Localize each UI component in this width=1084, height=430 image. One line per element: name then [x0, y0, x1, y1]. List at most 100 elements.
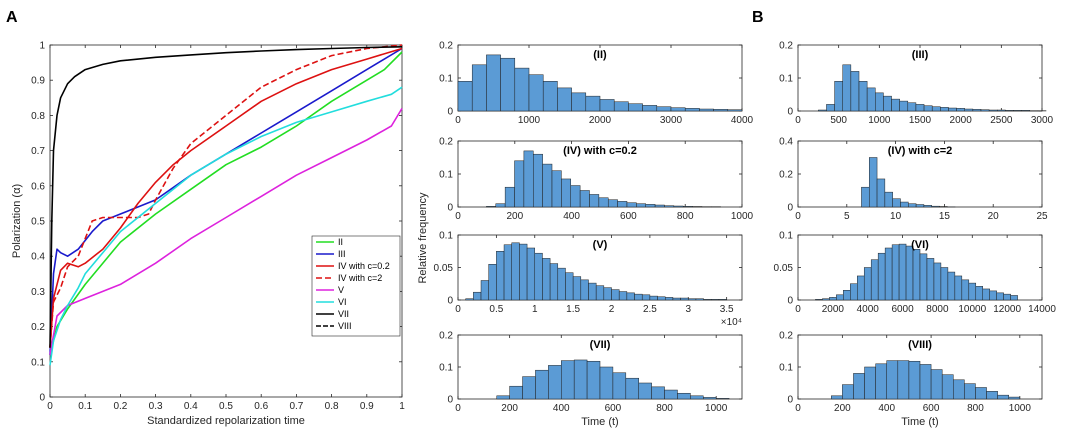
- hist-h7-bar: [599, 366, 614, 400]
- hist-h3-bar: [980, 109, 990, 112]
- hist-h5-bar: [465, 298, 474, 301]
- hist-h7-bar: [703, 397, 717, 400]
- hist-h4b-bar: [915, 204, 925, 208]
- hist-h8-bar: [897, 360, 910, 400]
- line-chart-xtick-label: 0.9: [360, 401, 374, 412]
- hist-h6-ytick-label: 0: [787, 296, 793, 307]
- legend-box: [311, 235, 401, 337]
- hist-h7-xtick-label: 200: [501, 403, 518, 414]
- line-chart-xtick-label: 0.1: [78, 401, 92, 412]
- hist-h6-bar: [989, 290, 997, 301]
- hist-h5-xtick-label: 0.5: [489, 304, 503, 315]
- hist-h2-ytick-label: 0: [447, 107, 453, 118]
- hist-h8-bar: [919, 364, 932, 400]
- hist-h2-bar: [571, 92, 587, 112]
- hist-h8-bar: [986, 391, 998, 400]
- line-chart-ytick-label: 0.9: [31, 76, 45, 87]
- line-chart-ytick-label: 1: [39, 41, 45, 52]
- hist-h5-bar: [611, 289, 620, 301]
- hist-h5-bar: [580, 279, 589, 301]
- hist-h3-ytick-label: 0.1: [779, 74, 793, 85]
- hist-h4a-bar: [654, 204, 665, 208]
- hist-h6-xtick-label: 6000: [891, 304, 914, 315]
- hist-h8-bar: [908, 360, 921, 400]
- hist-h6-bar: [829, 297, 837, 301]
- hist-h6-bar: [933, 262, 942, 301]
- hist-h6-xtick-label: 8000: [926, 304, 949, 315]
- hist-h5-bar: [657, 296, 666, 301]
- hist-h7-ytick-label: 0.2: [439, 331, 453, 342]
- hist-h5-bar: [534, 252, 543, 301]
- hist-h3-bar: [858, 81, 868, 112]
- hist-h5-bar: [626, 292, 635, 301]
- hist-h2-xtick-label: 3000: [660, 115, 683, 126]
- hist-h3-xtick-label: 500: [830, 115, 847, 126]
- hist-h2-bar: [500, 57, 516, 112]
- legend-entry-4: V: [338, 285, 344, 295]
- hist-h6-bar: [940, 267, 949, 301]
- series-line-4: [49, 107, 403, 355]
- hist-h6-xtick-label: 14000: [1028, 304, 1056, 315]
- hist-h7-bar: [612, 372, 627, 400]
- line-chart-xtick-label: 0.5: [219, 401, 233, 412]
- hist-h4a-bar: [682, 206, 693, 208]
- line-chart-xtick-label: 1: [399, 401, 405, 412]
- hist-h4b-bar: [931, 205, 940, 208]
- line-chart-xtick-label: 0: [47, 401, 53, 412]
- hist-h8-bar: [1008, 396, 1021, 400]
- hist-h5-bar: [496, 251, 505, 301]
- hist-h5-bar: [680, 297, 689, 301]
- hist-h4a-bar: [636, 203, 646, 208]
- hist-h6-bar: [857, 275, 865, 301]
- hist-h2-bar: [656, 106, 672, 112]
- hist-h2-bar: [542, 81, 558, 112]
- line-chart-xtick-label: 0.8: [325, 401, 339, 412]
- hist-h6-xtick-label: 12000: [993, 304, 1021, 315]
- hist-h2-bar: [599, 99, 615, 112]
- hist-h3-xtick-label: 2500: [990, 115, 1013, 126]
- hist-h4b-title: (IV) with c=2: [888, 145, 953, 157]
- hist-h2-bar: [613, 101, 629, 112]
- hist-h4a-bar: [664, 205, 675, 208]
- hist-h2-bar: [486, 54, 501, 112]
- hist-h4b-bar: [861, 186, 870, 208]
- hist-h7-xtick-label: 400: [553, 403, 570, 414]
- hist-h4a-bar: [561, 178, 571, 208]
- hist-h4a-bar: [514, 160, 525, 208]
- hist-h3-bar: [923, 105, 933, 112]
- hist-h3-bar: [1013, 110, 1022, 112]
- line-chart-ytick-label: 0.8: [31, 111, 45, 122]
- series-line-5: [49, 86, 403, 366]
- hist-h3-bar: [907, 102, 917, 112]
- hist-h7-title: (VII): [590, 339, 611, 351]
- hist-h5-xtick-label: 1: [532, 304, 538, 315]
- hist-h4a-bar: [542, 163, 553, 208]
- hist-h7-bar: [509, 385, 523, 400]
- series-line-2: [49, 47, 403, 348]
- hist-h5-xtick-label: 1.5: [566, 304, 580, 315]
- hist-h5-bar: [711, 299, 720, 301]
- hist-h4a-xtick-label: 200: [506, 211, 523, 222]
- hist-h4a-ytick-label: 0.1: [439, 170, 453, 181]
- hist-h8-bar: [864, 366, 876, 400]
- series-line-0: [49, 51, 403, 355]
- panel-label-b: B: [752, 9, 764, 26]
- hist-h2-xtick-label: 2000: [589, 115, 612, 126]
- hist-h7-bar: [715, 398, 730, 400]
- hist-h4b-ytick-label: 0.4: [779, 137, 793, 148]
- hist-h4a-bar: [645, 204, 656, 208]
- hist-h6-bar: [1010, 295, 1018, 301]
- hist-h5-bar: [641, 294, 651, 301]
- plots-container: 0 0.1 0.2 0.3 0.4 0.5 0.6 0.7 0.8 0.9 100.10.20.30…: [11, 41, 1056, 429]
- hist-h4b-xtick-label: 20: [988, 211, 1000, 222]
- panel-label-a: A: [6, 9, 18, 26]
- hist-h7-bar: [690, 395, 704, 400]
- hist-h8-ytick-label: 0: [787, 395, 793, 406]
- legend-entry-7: VIII: [338, 321, 352, 331]
- hist-h3-bar: [834, 81, 843, 112]
- hist-h6-xtick-label: 4000: [857, 304, 880, 315]
- hist-h6-bar: [975, 286, 983, 301]
- hist-h3-bar: [972, 109, 982, 112]
- hist-h7-bar: [573, 359, 588, 400]
- hist-h7-bar: [625, 377, 639, 400]
